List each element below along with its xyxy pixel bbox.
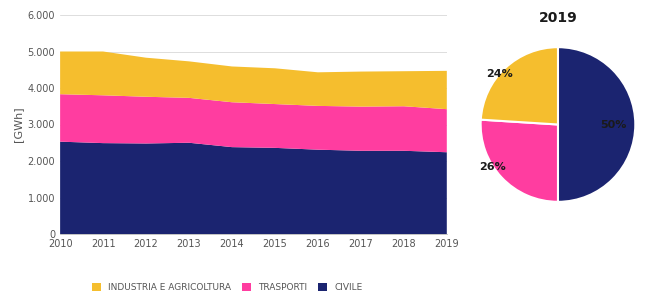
Y-axis label: [GWh]: [GWh] (13, 107, 23, 142)
Legend: INDUSTRIA E AGRICOLTURA, TRASPORTI, CIVILE: INDUSTRIA E AGRICOLTURA, TRASPORTI, CIVI… (88, 279, 366, 296)
Title: 2019: 2019 (538, 11, 577, 25)
Wedge shape (481, 120, 558, 202)
Text: 24%: 24% (486, 69, 513, 79)
Text: 26%: 26% (479, 162, 506, 172)
Wedge shape (481, 47, 558, 124)
Wedge shape (558, 47, 635, 202)
Text: 50%: 50% (601, 119, 627, 130)
